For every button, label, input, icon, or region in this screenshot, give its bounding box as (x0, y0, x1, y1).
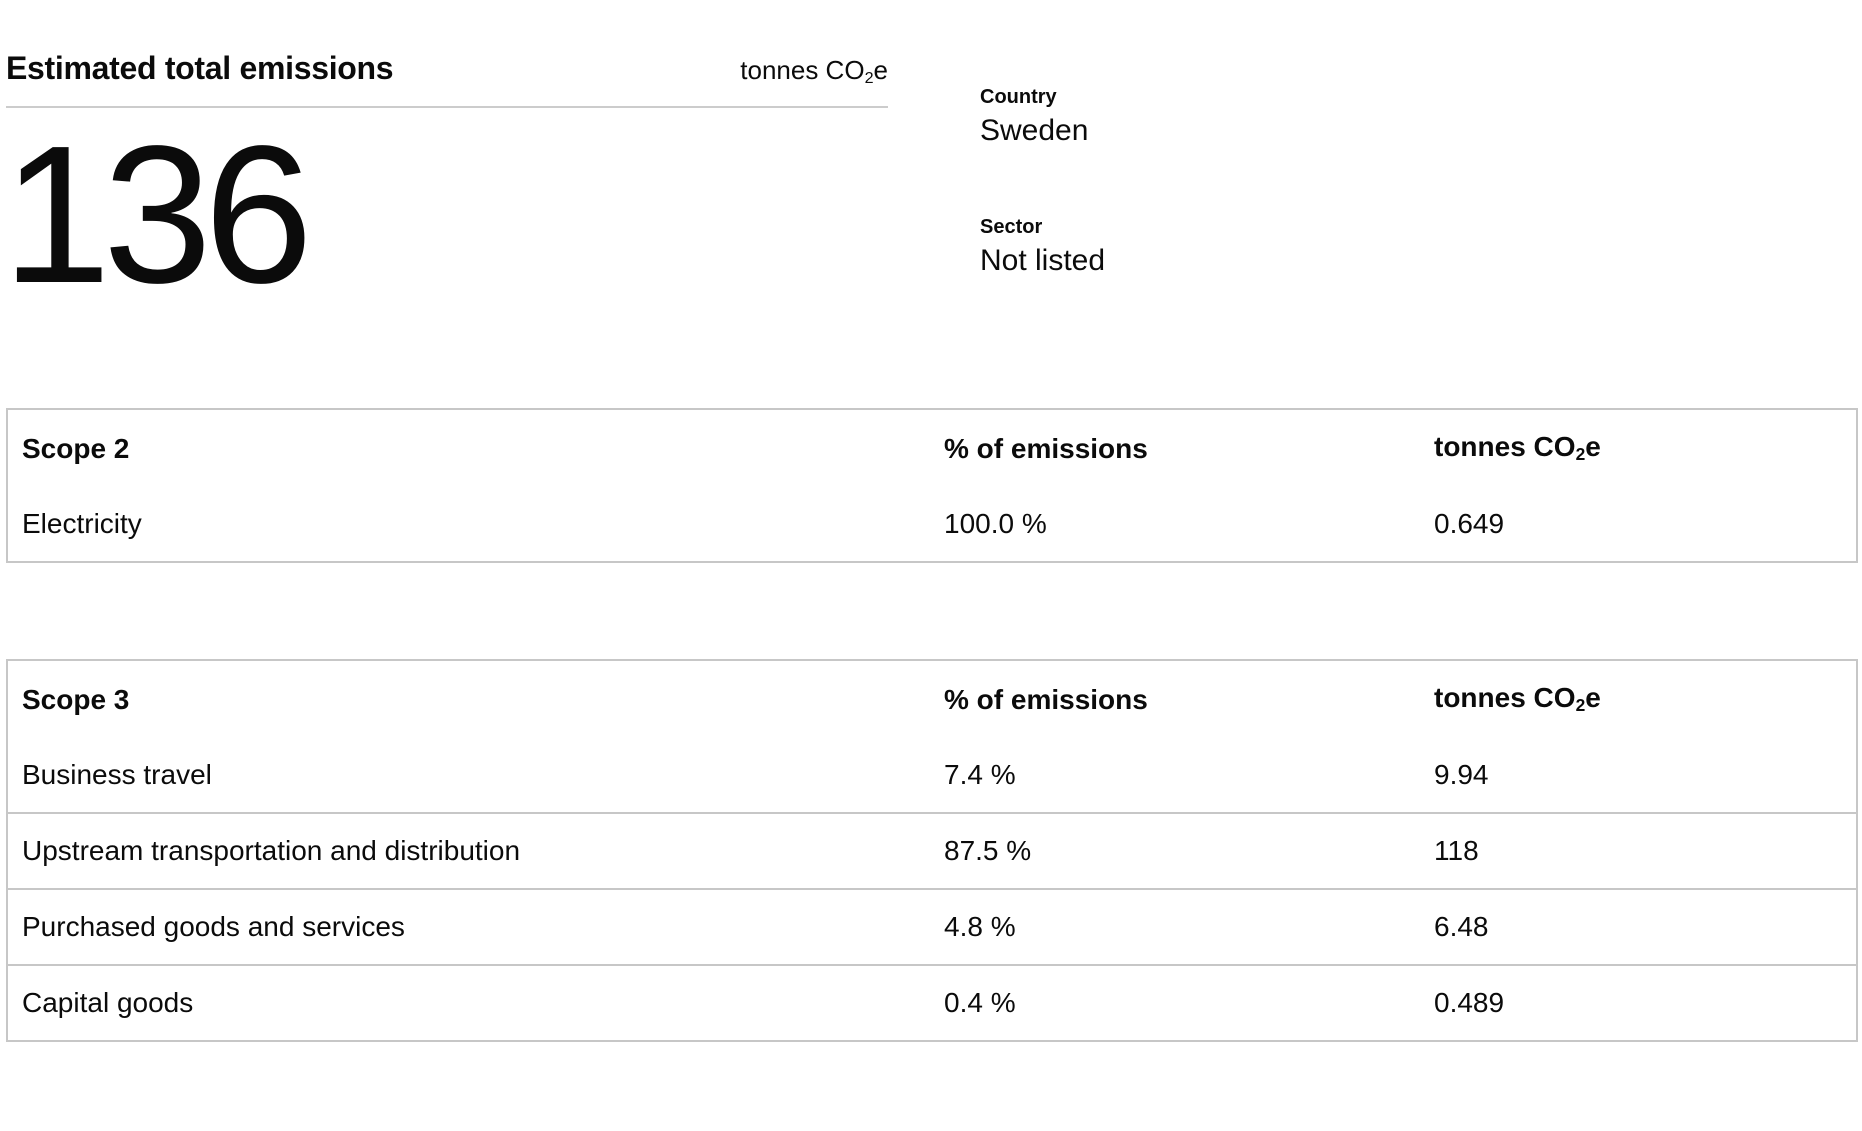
row-label: Capital goods (22, 987, 194, 1018)
unit-suffix: e (1585, 682, 1601, 713)
row-label: Business travel (22, 759, 212, 790)
unit-suffix: e (873, 55, 888, 85)
row-tonnes: 118 (1434, 835, 1479, 866)
row-percent: 87.5 % (944, 835, 1032, 866)
scope3-header-row: Scope 3 % of emissions tonnes CO2e (7, 660, 1857, 738)
scope3-col-percent: % of emissions (944, 683, 1148, 715)
row-percent: 0.4 % (944, 987, 1016, 1018)
unit-text: tonnes CO (1434, 682, 1576, 713)
unit-subscript: 2 (864, 68, 874, 87)
page-title: Estimated total emissions (6, 50, 394, 86)
sector-block: Sector Not listed (980, 214, 1105, 280)
table-row: Purchased goods and services 4.8 % 6.48 (7, 889, 1857, 965)
row-tonnes: 0.649 (1434, 508, 1505, 539)
country-value: Sweden (980, 114, 1089, 147)
scope2-col-percent: % of emissions (944, 432, 1148, 464)
scope3-col-tonnes: tonnes CO2e (1434, 660, 1857, 738)
unit-suffix: e (1585, 431, 1601, 462)
table-row: Electricity 100.0 % 0.649 (7, 487, 1857, 562)
scope2-col-tonnes: tonnes CO2e (1434, 409, 1857, 487)
country-label: Country (980, 86, 1057, 108)
row-percent: 7.4 % (944, 759, 1016, 790)
total-emissions-value: 136 (2, 105, 313, 324)
sector-label: Sector (980, 216, 1043, 238)
scope2-table: Scope 2 % of emissions tonnes CO2e Elect… (6, 408, 1858, 563)
row-label: Purchased goods and services (22, 911, 405, 942)
table-row: Business travel 7.4 % 9.94 (7, 738, 1857, 813)
unit-subscript: 2 (1575, 694, 1586, 715)
country-block: Country Sweden (980, 84, 1105, 150)
row-label: Electricity (22, 508, 142, 539)
row-percent: 100.0 % (944, 508, 1047, 539)
sector-value: Not listed (980, 244, 1106, 277)
title-divider (6, 106, 888, 108)
title-block: Estimated total emissions tonnes CO2e (6, 48, 888, 90)
row-label: Upstream transportation and distribution (22, 835, 521, 866)
table-row: Upstream transportation and distribution… (7, 813, 1857, 889)
row-tonnes: 0.489 (1434, 987, 1505, 1018)
row-percent: 4.8 % (944, 911, 1016, 942)
table-row: Capital goods 0.4 % 0.489 (7, 965, 1857, 1041)
scope3-table: Scope 3 % of emissions tonnes CO2e Busin… (6, 659, 1858, 1042)
total-unit-label: tonnes CO2e (740, 54, 888, 90)
row-tonnes: 9.94 (1434, 759, 1489, 790)
unit-subscript: 2 (1575, 443, 1586, 464)
meta-panel: Country Sweden Sector Not listed (980, 84, 1105, 280)
row-tonnes: 6.48 (1434, 911, 1489, 942)
scope2-header-row: Scope 2 % of emissions tonnes CO2e (7, 409, 1857, 487)
scope2-title: Scope 2 (22, 432, 130, 464)
unit-text: tonnes CO (740, 55, 865, 85)
scope3-title: Scope 3 (22, 683, 130, 715)
unit-text: tonnes CO (1434, 431, 1576, 462)
